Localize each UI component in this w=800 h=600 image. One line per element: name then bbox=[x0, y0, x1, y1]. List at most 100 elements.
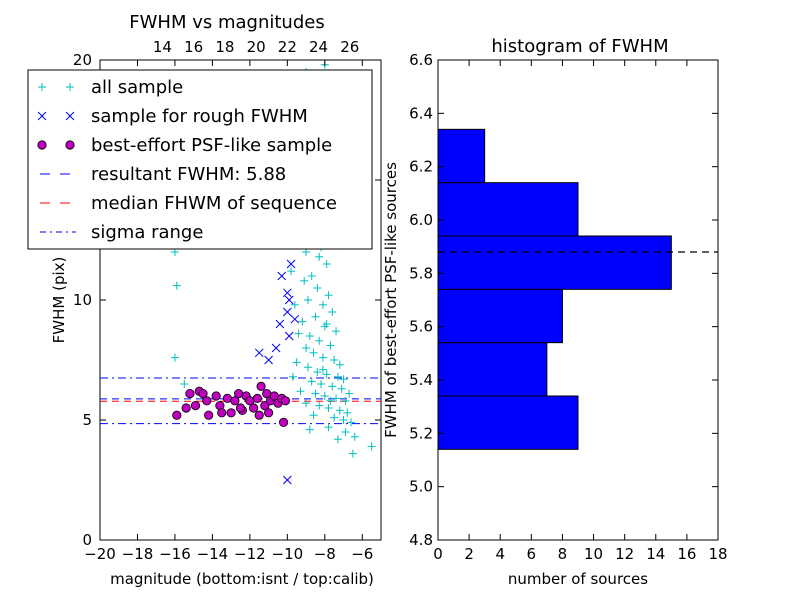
legend-marker bbox=[65, 140, 75, 150]
data-point bbox=[172, 410, 182, 420]
data-point bbox=[313, 368, 322, 376]
data-point bbox=[305, 425, 314, 434]
legend-label: sample for rough FWHM bbox=[91, 106, 308, 127]
data-point bbox=[311, 312, 320, 321]
data-point bbox=[252, 393, 262, 403]
legend-marker bbox=[38, 83, 46, 91]
legend-marker bbox=[37, 140, 47, 150]
data-point bbox=[326, 341, 335, 350]
histogram-bar bbox=[438, 235, 672, 290]
histogram-title: histogram of FWHM bbox=[491, 36, 668, 57]
data-point bbox=[290, 300, 299, 309]
data-point bbox=[318, 300, 327, 309]
data-point-stroke bbox=[284, 331, 294, 341]
y-tick-label: 10 bbox=[73, 291, 92, 309]
data-point bbox=[284, 331, 294, 341]
data-point bbox=[318, 353, 327, 362]
histogram-bar bbox=[438, 395, 579, 450]
y-tick-label: 0 bbox=[82, 531, 92, 549]
x-tick-label: 4 bbox=[495, 545, 505, 563]
data-point bbox=[190, 400, 201, 411]
data-point bbox=[185, 388, 195, 399]
data-point bbox=[262, 388, 272, 399]
data-point bbox=[332, 327, 341, 336]
y-tick-label: 5.2 bbox=[409, 424, 433, 442]
y-tick-label: 5.6 bbox=[409, 318, 433, 336]
data-point bbox=[303, 296, 312, 304]
data-point-stroke bbox=[254, 348, 264, 358]
data-point bbox=[341, 396, 350, 405]
data-point bbox=[264, 355, 273, 365]
legend-marker-stroke bbox=[65, 111, 75, 121]
data-point bbox=[315, 401, 324, 410]
scatter-title: FWHM vs magnitudes bbox=[129, 12, 324, 33]
scatter-axis-ticks: −20 −18 −16 −14 −12 −10 −8 −6 14 16 18 20 22 24 26 0 5 10… bbox=[73, 38, 381, 563]
data-point bbox=[275, 319, 285, 329]
data-point bbox=[332, 394, 341, 403]
data-point-stroke bbox=[264, 355, 273, 365]
data-point bbox=[348, 449, 357, 458]
data-point bbox=[322, 260, 331, 268]
histogram-bar bbox=[438, 342, 548, 397]
top-x-tick-label: 24 bbox=[309, 38, 328, 56]
x-tick-label: −6 bbox=[351, 545, 373, 563]
data-point bbox=[324, 291, 333, 300]
x-tick-label: −12 bbox=[234, 545, 266, 563]
histogram-bar bbox=[438, 288, 563, 344]
data-point bbox=[230, 396, 240, 406]
data-point bbox=[296, 387, 305, 396]
x-tick-label: 10 bbox=[584, 545, 603, 563]
x-tick-label: 8 bbox=[558, 545, 568, 563]
data-point bbox=[298, 317, 307, 326]
x-tick-label: −16 bbox=[159, 545, 191, 563]
data-point bbox=[282, 288, 292, 298]
data-point bbox=[280, 396, 291, 406]
data-point bbox=[328, 382, 337, 391]
y-tick-label: 5.0 bbox=[409, 478, 433, 496]
x-tick-label: −20 bbox=[84, 545, 116, 563]
data-point bbox=[181, 403, 191, 413]
scatter-xlabel: magnitude (bottom:isnt / top:calib) bbox=[110, 570, 374, 588]
data-point bbox=[288, 372, 297, 381]
top-x-tick-label: 26 bbox=[340, 38, 359, 56]
data-point bbox=[249, 403, 259, 413]
x-tick-label: 0 bbox=[433, 545, 443, 563]
data-point bbox=[347, 418, 356, 427]
histogram-axis-ticks: 0 2 4 6 8 10 12 14 16 18 4.8 5.0 5.2 5.4 5.6 5.8 6.0 6.2 6… bbox=[409, 51, 727, 563]
y-tick-label: 4.8 bbox=[409, 531, 433, 549]
data-point bbox=[339, 416, 348, 424]
data-point bbox=[345, 389, 354, 398]
data-point bbox=[271, 343, 281, 353]
data-point bbox=[335, 406, 344, 415]
data-point-stroke bbox=[282, 475, 292, 485]
data-point bbox=[307, 272, 316, 280]
legend-label: sigma range bbox=[91, 222, 203, 243]
data-point bbox=[282, 307, 292, 317]
data-point bbox=[350, 432, 359, 441]
data-point bbox=[211, 391, 221, 401]
data-point bbox=[290, 314, 300, 324]
y-tick-label: 5 bbox=[82, 411, 92, 429]
legend: all sample sample for rough FWHM best-effo… bbox=[27, 69, 373, 250]
x-tick-label: 14 bbox=[646, 545, 665, 563]
data-point bbox=[292, 358, 301, 367]
data-point-stroke bbox=[290, 314, 300, 324]
data-point bbox=[326, 396, 335, 405]
top-x-tick-label: 18 bbox=[215, 38, 234, 56]
data-point bbox=[217, 408, 227, 418]
data-point bbox=[337, 384, 346, 393]
legend-marker bbox=[65, 111, 75, 121]
data-point bbox=[256, 381, 266, 391]
data-point bbox=[322, 370, 331, 379]
histogram-xlabel: number of sources bbox=[508, 570, 648, 588]
scatter-ylabel: FWHM (pix) bbox=[50, 257, 68, 344]
data-point bbox=[300, 276, 309, 285]
top-x-tick-label: 16 bbox=[184, 38, 203, 56]
data-point bbox=[294, 329, 303, 338]
data-point bbox=[287, 267, 296, 276]
x-tick-label: −8 bbox=[314, 545, 336, 563]
histogram-bar bbox=[438, 128, 486, 184]
data-point bbox=[277, 271, 287, 281]
data-point bbox=[202, 396, 212, 406]
y-tick-label: 20 bbox=[73, 51, 92, 69]
